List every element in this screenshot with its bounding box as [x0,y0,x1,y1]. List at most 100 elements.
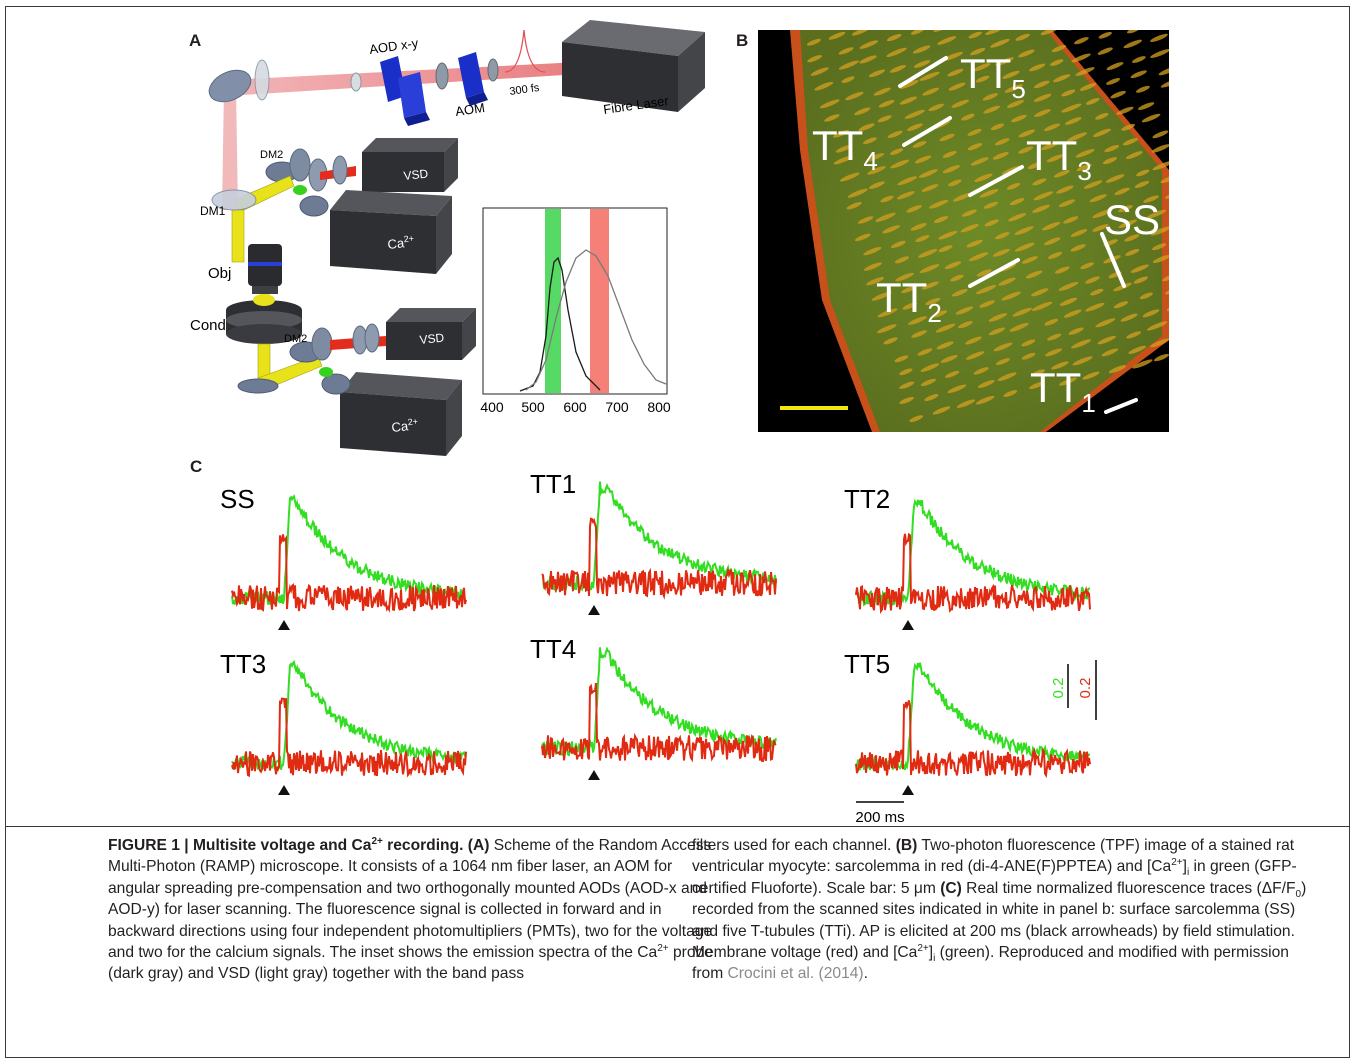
striation-dot [909,415,924,423]
caption-b-tag: (B) [895,837,918,854]
caption-a-text: Scheme of the Random Access Multi-Photon… [108,837,713,962]
striation-dot [1044,318,1059,326]
striation-dot [948,179,962,187]
stimulus-arrowhead [278,785,290,795]
striation-dot [1059,377,1077,386]
striation-dot [1029,381,1045,390]
striation-dot [951,99,970,108]
obj-label: Obj [208,265,231,282]
striation-dot [865,153,885,162]
striation-dot [1003,390,1018,398]
cond-label: Cond [190,317,226,334]
striation-dot [1051,361,1069,370]
striation-dot [1175,110,1190,119]
striation-dot [957,1,973,11]
striation-dot [910,30,925,35]
striation-dot [963,15,981,26]
striation-dot [1120,313,1138,322]
striation-dot [1093,128,1111,138]
striation-dot [902,302,918,310]
striation-dot [1192,183,1208,193]
striation-dot [1152,243,1167,251]
striation-dot [1033,93,1052,102]
striation-dot [1114,0,1131,3]
striation-dot [1130,70,1147,79]
striation-dot [891,240,906,248]
striation-dot [920,378,937,387]
figure-graphics: AOD x-y AOM 300 fs Fibre Laser DM2 DM1 V… [190,0,1242,826]
striation-dot [914,155,932,164]
striation-dot [1047,251,1063,259]
striation-dot [1124,234,1140,242]
dm2-bottom-label: DM2 [284,333,307,345]
striation-dot [1085,97,1100,105]
striation-dot [1044,123,1061,132]
aom-crystal [435,52,499,106]
striation-dot [952,289,968,297]
striation-dot [1172,318,1189,328]
caption-left-column: FIGURE 1 | Multisite voltage and Ca2+ re… [108,835,713,983]
striation-dot [988,313,1008,322]
striation-dot [1059,5,1078,16]
trace-label: TT1 [530,469,576,499]
striation-dot [1063,216,1079,224]
ca-bottom-label: Ca2+ [391,416,419,435]
lens [254,59,270,101]
striation-dot [1114,187,1130,196]
striation-dot [880,195,894,203]
striation-dot [965,336,982,345]
striation-dot [1123,39,1143,49]
striation-dot [1014,226,1034,235]
citation-link[interactable]: Crocini et al. (2014) [727,965,864,983]
striation-dot [1162,272,1169,282]
striation-dot [1066,132,1088,142]
striation-dot [1040,30,1059,36]
striation-dot [1141,113,1161,123]
striation-dot [1144,17,1164,28]
striation-dot [877,115,892,123]
striation-dot [889,148,904,155]
striation-dot [1065,117,1082,125]
striation-dot [960,223,979,233]
emission-spectra-inset: 400 500 600 700 800 [480,207,671,415]
striation-dot [877,324,897,334]
striation-dot [899,96,917,105]
striation-dot [977,380,995,388]
striation-dot [866,277,885,286]
striation-dot [1224,303,1242,314]
striation-dot [1160,175,1169,184]
striation-dot [992,152,1009,160]
striation-dot [1033,0,1049,9]
striation-dot [995,232,1010,240]
stimulus-arrowhead [588,770,600,780]
dm1-label: DM1 [200,204,226,218]
striation-dot [895,272,914,282]
striation-dot [1106,78,1120,85]
tpf-image: TT5 TT4 TT3 SS TT2 TT1 [758,0,1242,432]
striation-dot [992,248,1010,257]
striation-dot [1095,318,1116,328]
fibre-laser-box [562,20,705,112]
striation-dot [846,202,862,210]
striation-dot [1042,12,1057,21]
striation-dot [1031,301,1053,311]
striation-dot [1192,200,1207,209]
striation-dot [1125,151,1143,160]
striation-dot [1141,5,1161,16]
striation-dot [810,67,829,76]
striation-dot [1068,327,1084,335]
striation-dot [940,355,958,363]
striation-dot [883,337,898,345]
striation-dot [1177,234,1199,246]
inset-tick-800: 800 [647,399,671,415]
striation-dot [886,33,902,42]
stimulus-arrowhead [278,620,290,630]
striation-dot [1006,183,1021,190]
striation-dot [921,281,939,290]
striation-dot [1154,353,1169,362]
aod-label: AOD x-y [368,35,419,57]
striation-dot [1033,191,1054,201]
striation-dot [897,191,915,200]
caption-right-column: filters used for each channel. (B) Two-p… [692,837,1307,983]
striation-dot [920,363,940,372]
